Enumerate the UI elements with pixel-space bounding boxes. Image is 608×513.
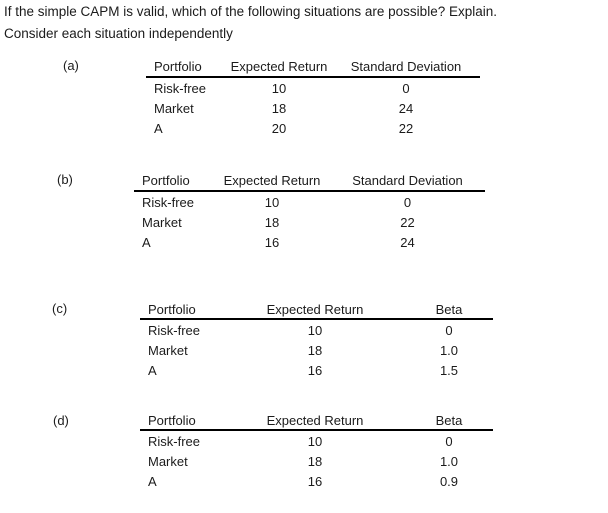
standard-deviation-cell: 24 xyxy=(398,100,414,116)
expected-return-cell: 16 xyxy=(307,473,323,489)
situation-label-d: (d) xyxy=(53,413,69,428)
column-header-beta: Beta xyxy=(405,300,493,320)
question-heading-line-1: If the simple CAPM is valid, which of th… xyxy=(4,4,497,19)
table-row: Market 18 22 xyxy=(134,212,485,232)
column-header-expected-return: Expected Return xyxy=(214,171,330,192)
column-header-portfolio: Portfolio xyxy=(134,171,214,192)
standard-deviation-cell: 22 xyxy=(400,214,415,230)
portfolio-cell: A xyxy=(154,120,163,136)
expected-return-cell: 18 xyxy=(271,100,287,116)
portfolio-cell: Market xyxy=(148,342,188,358)
portfolio-cell: Risk-free xyxy=(148,322,201,338)
portfolio-cell: Market xyxy=(148,453,188,469)
standard-deviation-cell: 0 xyxy=(402,80,410,96)
table-row: A 16 0.9 xyxy=(140,471,493,491)
beta-cell: 1.0 xyxy=(439,342,459,358)
column-header-standard-deviation: Standard Deviation xyxy=(332,57,480,78)
table-row: Market 18 1.0 xyxy=(140,451,493,471)
table-row: Market 18 24 xyxy=(146,98,480,118)
situation-label-b: (b) xyxy=(57,172,73,187)
expected-return-cell: 18 xyxy=(307,453,323,469)
portfolio-cell: A xyxy=(142,234,151,250)
capm-table-b: Portfolio Expected Return Standard Devia… xyxy=(134,171,485,252)
beta-cell: 0 xyxy=(445,433,453,449)
beta-cell: 1.5 xyxy=(439,362,459,378)
capm-table-c: Portfolio Expected Return Beta Risk-free… xyxy=(140,300,493,380)
table-row: Risk-free 10 0 xyxy=(140,319,493,340)
situation-label-c: (c) xyxy=(52,301,68,316)
table-header-row: Portfolio Expected Return Standard Devia… xyxy=(134,171,485,192)
column-header-portfolio: Portfolio xyxy=(146,57,226,78)
portfolio-cell: A xyxy=(148,473,157,489)
question-heading-line-2: Consider each situation independently xyxy=(4,26,233,41)
expected-return-cell: 10 xyxy=(307,322,323,338)
table-row: A 16 1.5 xyxy=(140,360,493,380)
column-header-expected-return: Expected Return xyxy=(226,57,332,78)
expected-return-cell: 10 xyxy=(307,433,323,449)
table-row: Risk-free 10 0 xyxy=(146,77,480,98)
portfolio-cell: Market xyxy=(142,214,182,230)
column-header-portfolio: Portfolio xyxy=(140,411,225,431)
portfolio-cell: Market xyxy=(154,100,194,116)
portfolio-cell: A xyxy=(148,362,157,378)
standard-deviation-cell: 22 xyxy=(398,120,414,136)
expected-return-cell: 10 xyxy=(264,194,280,210)
table-row: A 16 24 xyxy=(134,232,485,252)
column-header-expected-return: Expected Return xyxy=(225,300,405,320)
portfolio-cell: Risk-free xyxy=(142,194,195,210)
expected-return-cell: 16 xyxy=(307,362,323,378)
capm-table-d: Portfolio Expected Return Beta Risk-free… xyxy=(140,411,493,491)
situation-label-a: (a) xyxy=(63,58,79,73)
portfolio-cell: Risk-free xyxy=(148,433,201,449)
beta-cell: 0.9 xyxy=(439,473,459,489)
table-header-row: Portfolio Expected Return Standard Devia… xyxy=(146,57,480,78)
beta-cell: 0 xyxy=(445,322,453,338)
table-header-row: Portfolio Expected Return Beta xyxy=(140,300,493,320)
portfolio-cell: Risk-free xyxy=(154,80,207,96)
table-row: A 20 22 xyxy=(146,118,480,138)
column-header-beta: Beta xyxy=(405,411,493,431)
expected-return-cell: 16 xyxy=(264,234,280,250)
standard-deviation-cell: 24 xyxy=(400,234,415,250)
column-header-standard-deviation: Standard Deviation xyxy=(330,171,485,192)
standard-deviation-cell: 0 xyxy=(403,194,412,210)
expected-return-cell: 18 xyxy=(307,342,323,358)
capm-table-a: Portfolio Expected Return Standard Devia… xyxy=(146,57,480,138)
expected-return-cell: 20 xyxy=(271,120,287,136)
column-header-portfolio: Portfolio xyxy=(140,300,225,320)
table-header-row: Portfolio Expected Return Beta xyxy=(140,411,493,431)
table-row: Risk-free 10 0 xyxy=(140,430,493,451)
table-row: Market 18 1.0 xyxy=(140,340,493,360)
expected-return-cell: 10 xyxy=(271,80,287,96)
beta-cell: 1.0 xyxy=(439,453,459,469)
column-header-expected-return: Expected Return xyxy=(225,411,405,431)
table-row: Risk-free 10 0 xyxy=(134,191,485,212)
expected-return-cell: 18 xyxy=(264,214,280,230)
